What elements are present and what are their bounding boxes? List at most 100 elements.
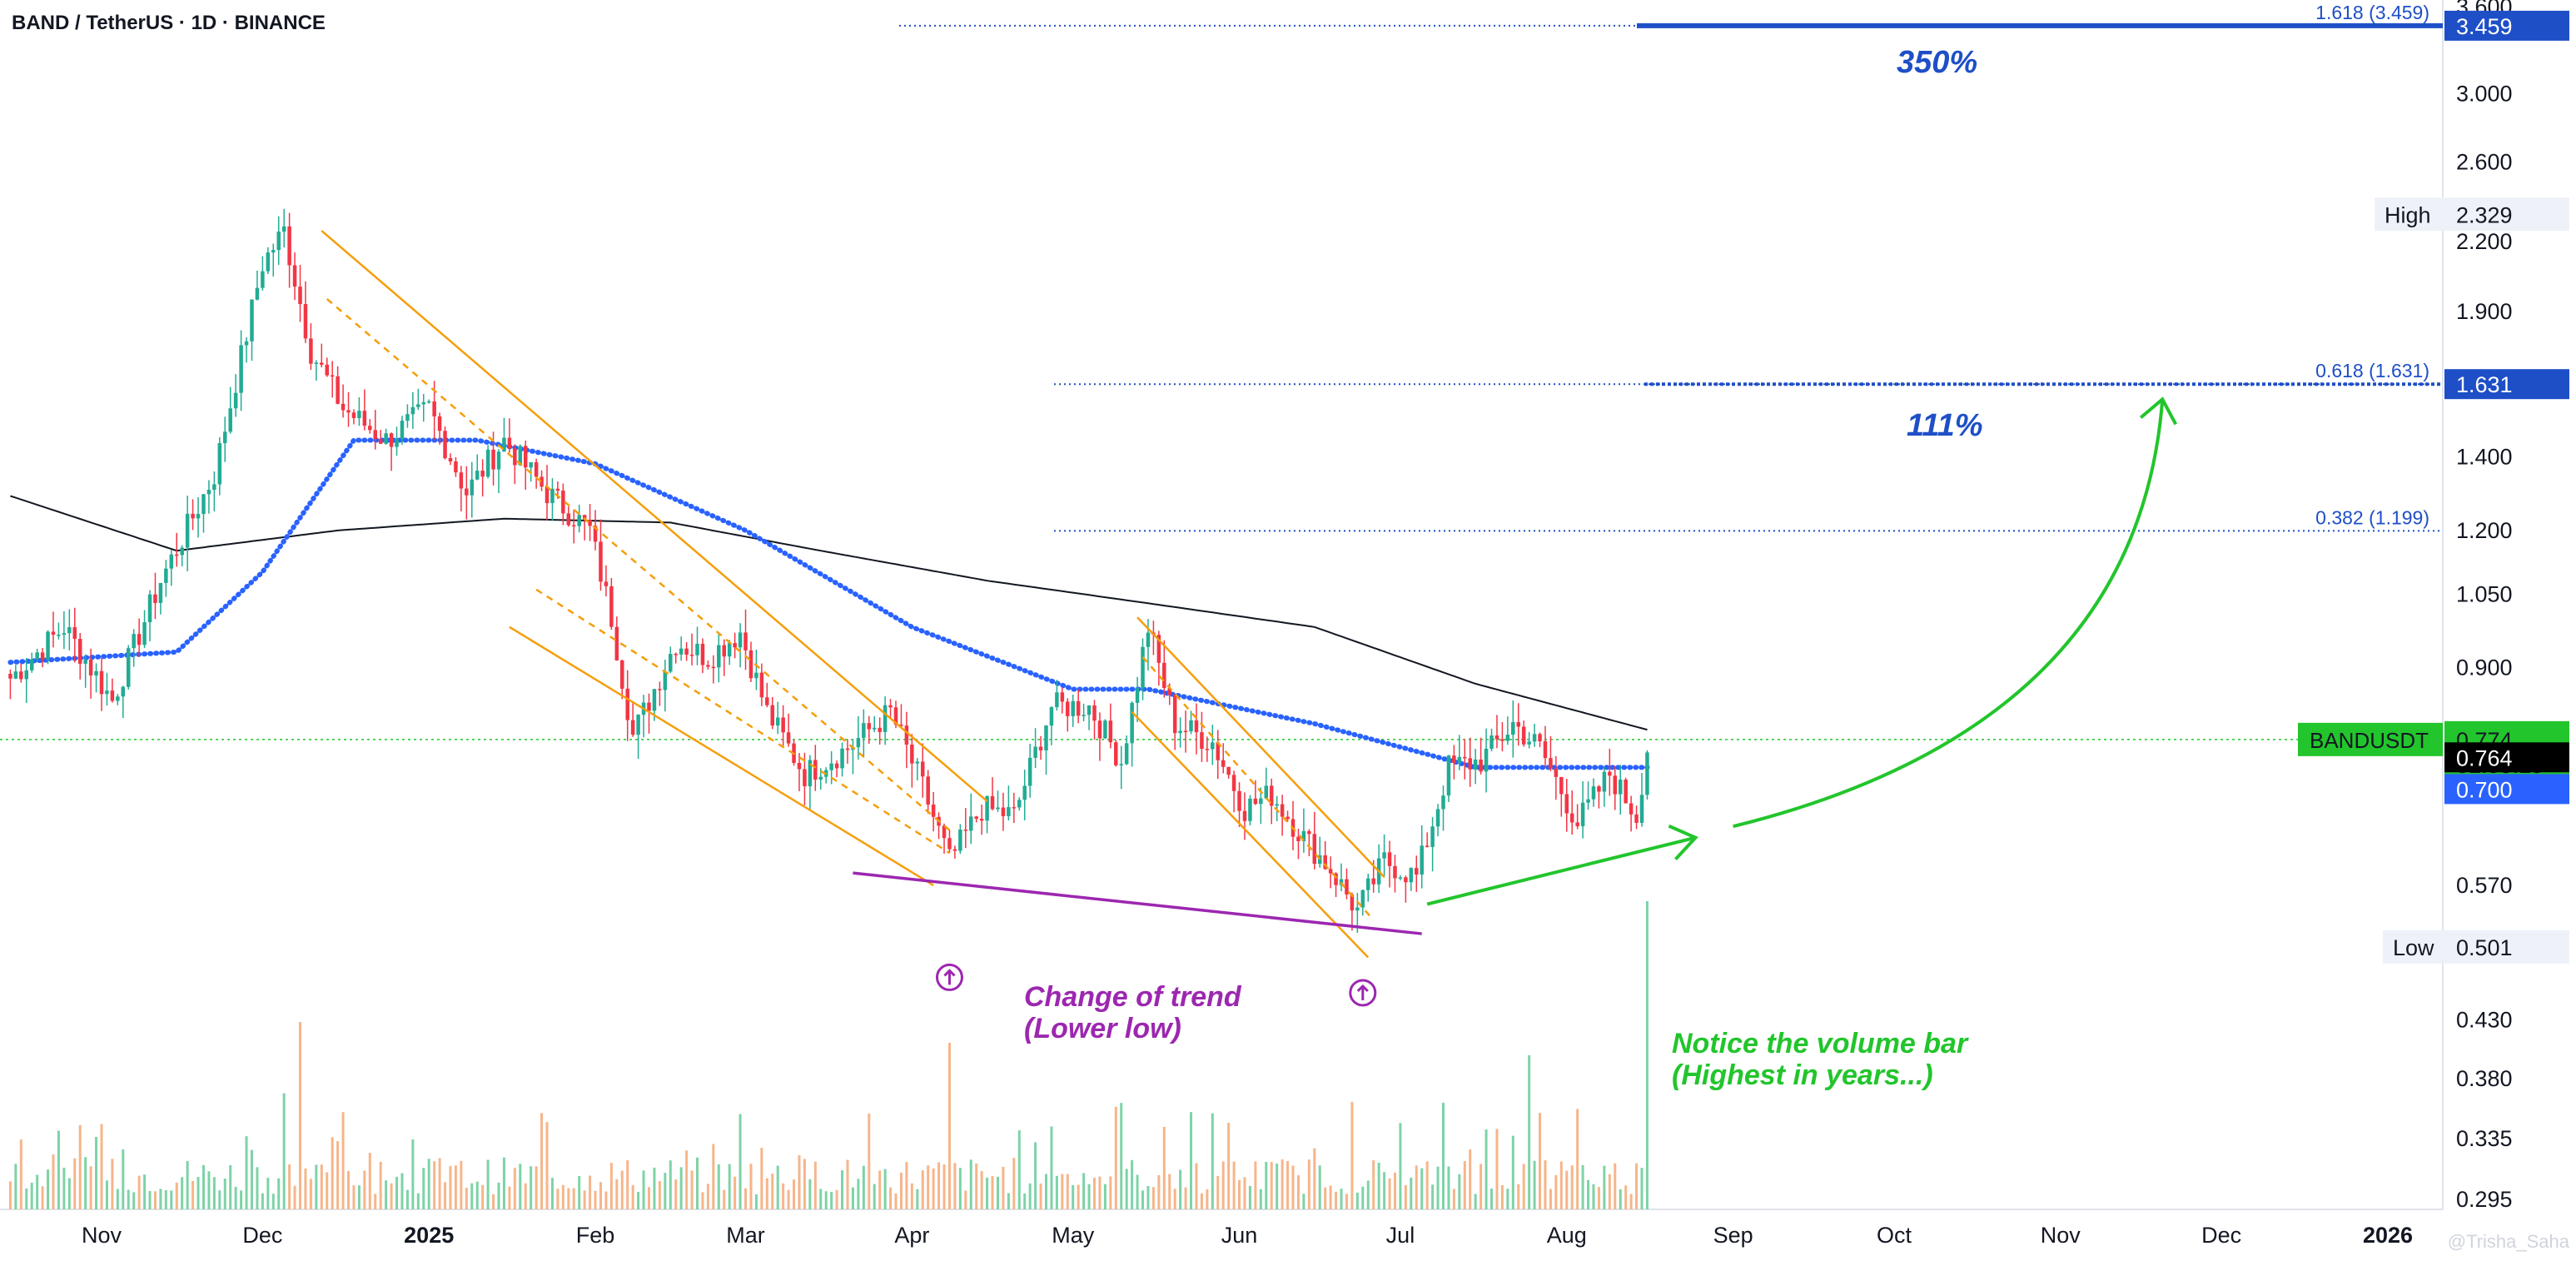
candle-body: [29, 659, 34, 670]
candle-body: [883, 705, 888, 732]
candle-body: [899, 724, 903, 726]
candle: [121, 685, 126, 719]
price-tick-label: 1.400: [2456, 445, 2513, 470]
candle: [1409, 867, 1414, 891]
volume-bar: [62, 1168, 66, 1209]
candle-body: [233, 392, 238, 409]
volume-bar: [631, 1184, 634, 1209]
candle: [1248, 795, 1252, 826]
volume-bar: [1066, 1174, 1069, 1209]
volume-bar: [1329, 1185, 1332, 1209]
candle: [126, 645, 131, 690]
candle-body: [470, 479, 475, 496]
candle: [834, 760, 839, 778]
candle: [40, 647, 45, 668]
candle: [1500, 721, 1504, 752]
candle: [1404, 875, 1408, 903]
candle: [625, 670, 629, 741]
candle: [255, 270, 260, 301]
candle: [1216, 730, 1221, 780]
candle: [389, 432, 394, 471]
candle: [147, 590, 152, 642]
candle-body: [1409, 868, 1414, 883]
candle: [330, 361, 335, 398]
candle-body: [1167, 688, 1172, 695]
candle-body: [888, 705, 893, 708]
candle: [223, 416, 227, 462]
candle: [743, 609, 748, 670]
volume-bar: [1350, 1101, 1354, 1209]
volume-bar: [1522, 1164, 1525, 1209]
candle: [823, 767, 828, 784]
candle-body: [185, 513, 190, 548]
candle: [765, 682, 769, 708]
candle-body: [1415, 868, 1419, 875]
volume-bar: [1238, 1179, 1241, 1209]
candle: [550, 478, 554, 521]
candle: [1634, 805, 1639, 830]
volume-bar: [84, 1157, 87, 1209]
volume-bar: [696, 1157, 699, 1209]
candle: [1618, 765, 1623, 815]
ma-50-value-tag: 0.700: [2456, 777, 2513, 802]
volume-bar: [771, 1174, 774, 1209]
volume-bar: [122, 1149, 125, 1209]
volume-bar: [530, 1166, 533, 1209]
candle-body: [759, 672, 764, 698]
candle-body: [201, 494, 206, 515]
momentum-arrowhead: [1668, 824, 1698, 861]
candle-body: [1200, 732, 1204, 750]
candle-body: [1532, 734, 1537, 742]
candle: [641, 695, 646, 738]
candle-body: [669, 654, 673, 672]
candle-body: [1286, 816, 1290, 820]
candle-body: [1430, 826, 1435, 847]
candle-body: [8, 674, 12, 679]
candle: [862, 709, 866, 757]
candle-body: [915, 761, 920, 764]
candle-body: [1350, 894, 1355, 911]
candle: [1060, 687, 1065, 714]
candle-body: [1569, 813, 1574, 823]
candle: [233, 374, 238, 417]
candle-body: [561, 491, 565, 514]
volume-bar: [320, 1164, 323, 1209]
high-value-bg: [2444, 197, 2569, 232]
candle-body: [862, 723, 866, 739]
candle: [346, 391, 351, 427]
candle: [1242, 792, 1247, 840]
volume-bar: [1629, 1194, 1633, 1209]
volume-bar: [1007, 1193, 1010, 1209]
candle-body: [1489, 735, 1494, 750]
volume-bar: [658, 1181, 661, 1209]
volume-bar: [19, 1139, 22, 1209]
volume-bar: [986, 1177, 989, 1209]
volume-bar: [738, 1114, 742, 1209]
volume-bar: [1366, 1180, 1370, 1209]
candle-body: [1387, 852, 1392, 866]
candle-body: [1484, 749, 1489, 772]
volume-bar: [395, 1176, 399, 1209]
candle: [1473, 749, 1478, 785]
volume-bar: [433, 1161, 436, 1209]
candle-body: [480, 471, 485, 477]
volume-bar: [712, 1144, 715, 1209]
volume-bar: [1291, 1165, 1295, 1209]
volume-bar: [1200, 1193, 1203, 1209]
time-tick-label: Jun: [1221, 1223, 1258, 1248]
volume-bar: [240, 1190, 243, 1209]
candle-body: [996, 807, 1000, 810]
time-tick-label: Dec: [2201, 1223, 2241, 1248]
volume-bar: [78, 1124, 82, 1209]
candle: [888, 699, 893, 720]
volume-bar: [545, 1122, 549, 1209]
volume-bar: [1216, 1175, 1220, 1209]
volume-bar: [889, 1187, 893, 1209]
volume-bar: [481, 1184, 485, 1209]
volume-bar: [604, 1191, 608, 1209]
candle-body: [1629, 803, 1634, 815]
candle-body: [239, 345, 243, 393]
volume-bar: [331, 1137, 334, 1209]
volume-bar: [1340, 1189, 1343, 1209]
